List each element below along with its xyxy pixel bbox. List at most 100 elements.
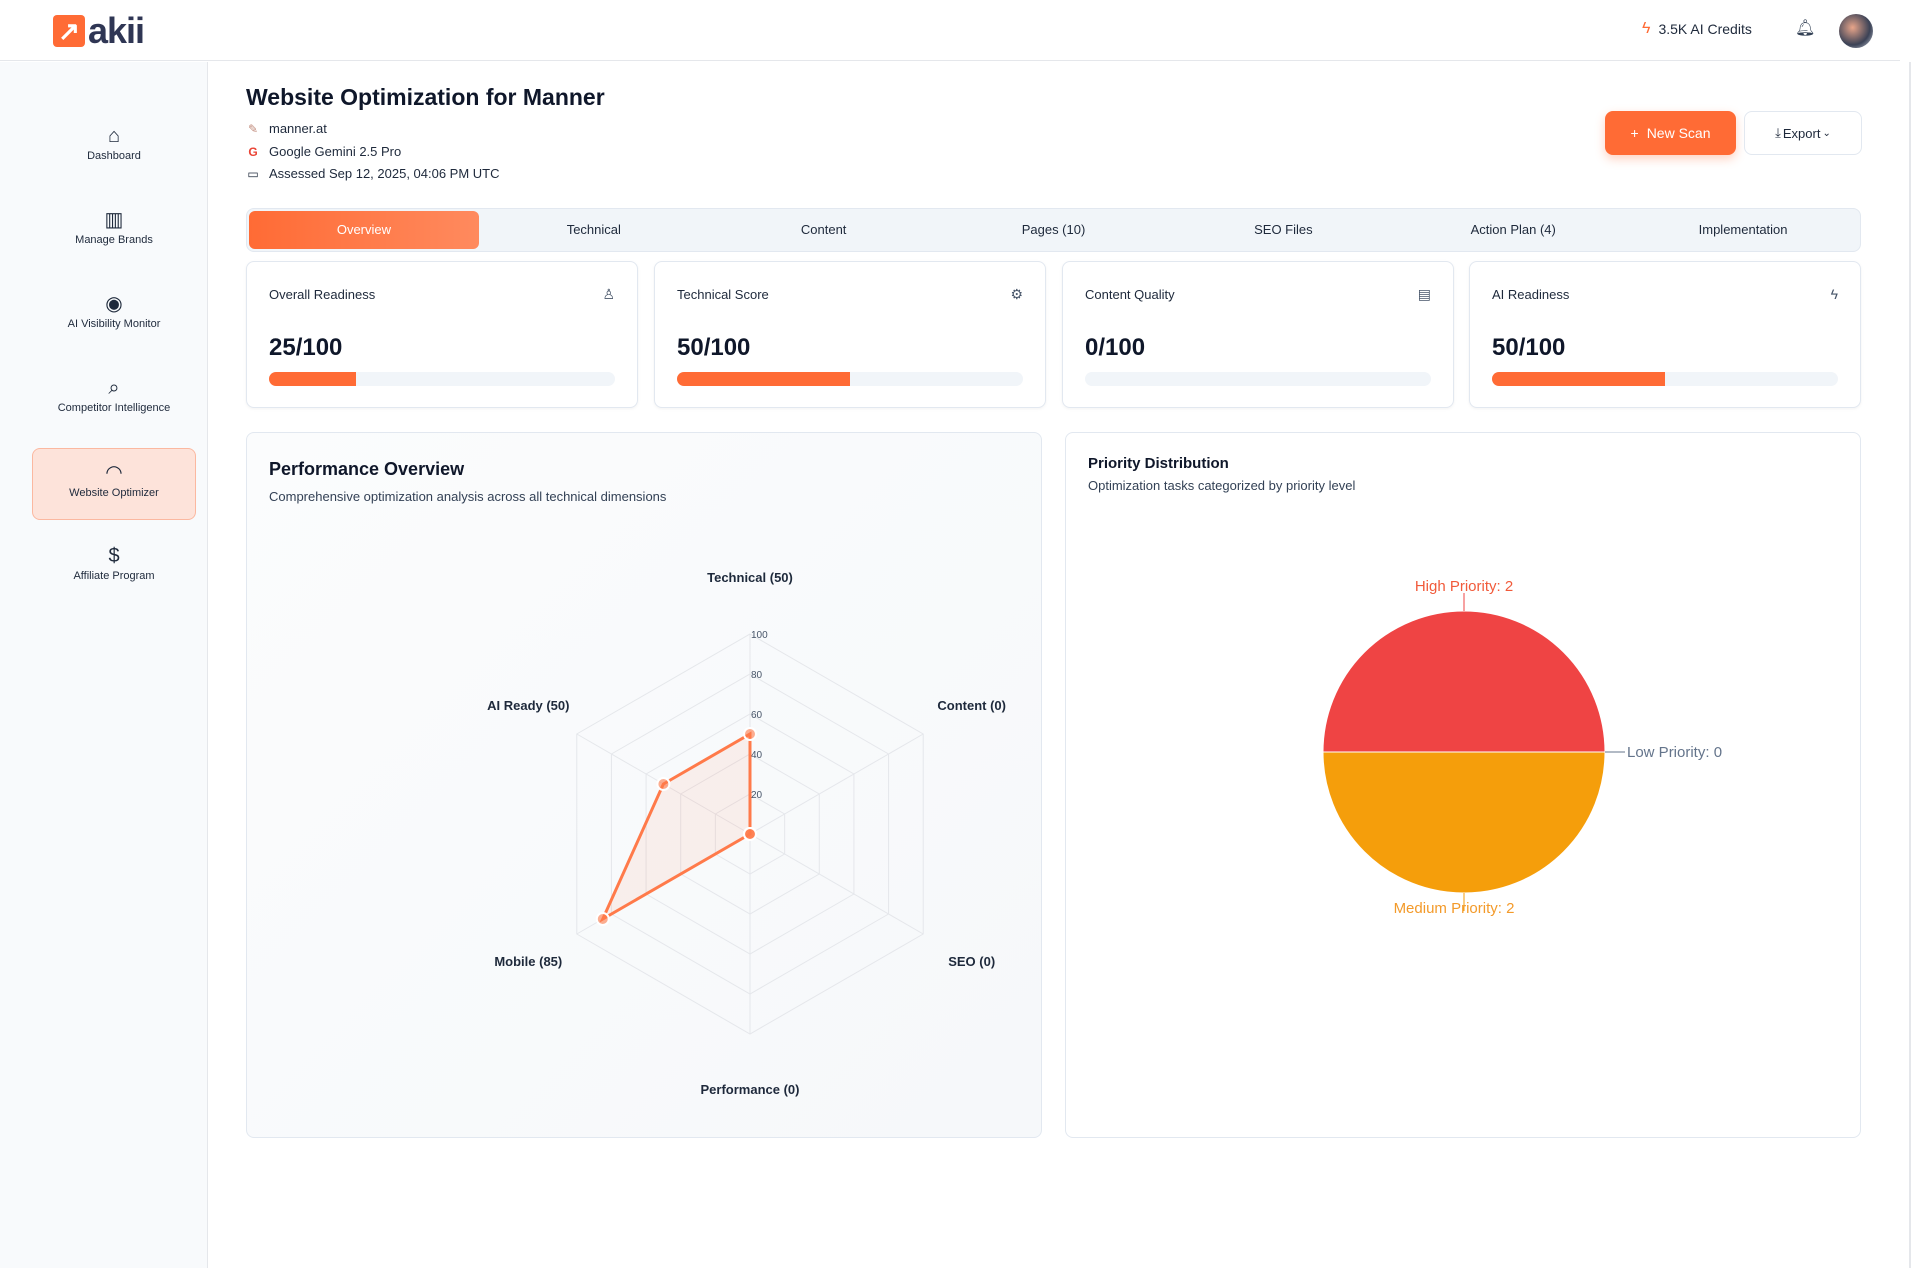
plus-icon: + (1630, 125, 1639, 141)
sidebar-item-label: Manage Brands (75, 234, 153, 246)
sidebar-item-label: Affiliate Program (73, 570, 155, 582)
tab-1[interactable]: Technical (566, 222, 621, 237)
document-icon: ▤ (1417, 286, 1431, 302)
avatar[interactable] (1839, 14, 1873, 48)
radar-tick-label: 60 (751, 710, 763, 721)
sidebar-item-manage-brands[interactable]: ▥ Manage Brands (32, 196, 196, 268)
ai-credits[interactable]: ϟ 3.5K AI Credits (1642, 20, 1752, 38)
new-scan-button[interactable]: + New Scan (1605, 111, 1736, 155)
pie-label-high: High Priority: 2 (1415, 578, 1513, 595)
sidebar-item-label: Competitor Intelligence (57, 402, 171, 414)
new-scan-label: New Scan (1646, 125, 1711, 141)
radar-axis-label: Content (0) (937, 698, 1006, 713)
export-button[interactable]: ⤓ Export ⌄ (1744, 111, 1862, 155)
radar-axis-label: SEO (0) (948, 954, 995, 969)
sidebar-item-label: Dashboard (87, 150, 141, 162)
tab-0[interactable]: Overview (249, 211, 479, 249)
scrollbar[interactable] (1909, 62, 1911, 1268)
performance-overview-panel: Performance Overview Comprehensive optim… (246, 432, 1042, 1138)
tab-3[interactable]: Pages (10) (1021, 222, 1086, 237)
radar-axis-label: Technical (50) (707, 570, 793, 585)
logo-text: akii (88, 10, 145, 51)
radar-spoke (749, 833, 924, 935)
gear-icon: ⚙ (1010, 286, 1023, 302)
tab-6[interactable]: Implementation (1698, 222, 1788, 237)
award-icon: ♙ (602, 286, 615, 302)
sidebar-item-competitor-intelligence[interactable]: ⌕ Competitor Intelligence (32, 364, 196, 436)
google-icon: G (248, 144, 258, 159)
panel-title: Priority Distribution (1088, 455, 1229, 472)
score-card: AI Readiness ϟ 50/100 (1469, 261, 1861, 408)
score-card: Technical Score ⚙ 50/100 (654, 261, 1046, 408)
radar-point[interactable] (656, 777, 671, 791)
sidebar: ⌂ Dashboard ▥ Manage Brands ◉ AI Visibility M… (0, 62, 208, 1268)
sidebar-item-dashboard[interactable]: ⌂ Dashboard (32, 112, 196, 184)
sidebar-item-label: Website Optimizer (69, 487, 159, 499)
model: Google Gemini 2.5 Pro (269, 144, 402, 159)
card-value: 50/100 (677, 334, 751, 361)
radar-axis-label: Mobile (85) (494, 954, 562, 969)
radar-axis-label: AI Ready (50) (487, 698, 569, 713)
export-label: Export (1782, 125, 1821, 141)
logo[interactable]: ↗ akii (53, 10, 145, 52)
download-icon: ⤓ (1775, 125, 1781, 140)
card-value: 0/100 (1085, 334, 1146, 361)
card-title: Technical Score (677, 287, 769, 302)
progress-bar (1085, 372, 1431, 386)
progress-bar (677, 372, 1023, 386)
pie-label-medium: Medium Priority: 2 (1394, 900, 1515, 917)
tab-2[interactable]: Content (800, 222, 847, 237)
radar-point[interactable] (743, 727, 757, 741)
building-icon: ▥ (104, 209, 124, 231)
link-icon: ✎ (247, 121, 259, 136)
card-value: 25/100 (269, 334, 343, 361)
panel-subtitle: Comprehensive optimization analysis acro… (269, 489, 667, 504)
bell-icon[interactable]: 🔔︎ (1795, 20, 1816, 37)
radar-spoke (749, 733, 924, 835)
radar-tick-label: 80 (751, 670, 763, 681)
panel-subtitle: Optimization tasks categorized by priori… (1088, 478, 1356, 493)
search-icon: ⌕ (108, 377, 120, 399)
priority-distribution-panel: Priority Distribution Optimization tasks… (1065, 432, 1861, 1138)
score-card: Overall Readiness ♙ 25/100 (246, 261, 638, 408)
pie-label-low: Low Priority: 0 (1627, 744, 1722, 761)
tab-4[interactable]: SEO Files (1254, 222, 1313, 237)
logo-arrow-icon: ↗ (53, 15, 85, 47)
card-value: 50/100 (1492, 334, 1566, 361)
chevron-down-icon: ⌄ (1822, 127, 1831, 139)
radar-axis-label: Performance (0) (701, 1082, 800, 1097)
panel-title: Performance Overview (269, 459, 465, 479)
model-row: G Google Gemini 2.5 Pro (246, 144, 401, 159)
card-title: Content Quality (1085, 287, 1175, 302)
top-header: ↗ akii ϟ 3.5K AI Credits 🔔︎ (0, 0, 1900, 61)
tab-5[interactable]: Action Plan (4) (1470, 222, 1556, 237)
pie-slice-medium[interactable] (1322, 751, 1606, 894)
assessed-date: Assessed Sep 12, 2025, 04:06 PM UTC (269, 166, 500, 181)
calendar-icon: ▭ (247, 166, 259, 181)
radar-tick-label: 40 (751, 750, 763, 761)
progress-bar (269, 372, 615, 386)
sidebar-item-affiliate-program[interactable]: $ Affiliate Program (32, 532, 196, 604)
sidebar-item-website-optimizer[interactable]: ◠ Website Optimizer (32, 448, 196, 520)
domain-row: ✎ manner.at (246, 121, 327, 136)
sidebar-item-label: AI Visibility Monitor (67, 318, 161, 330)
assessed-row: ▭ Assessed Sep 12, 2025, 04:06 PM UTC (246, 166, 500, 181)
bolt-icon: ϟ (1830, 286, 1838, 302)
pie-slice-high[interactable] (1322, 610, 1606, 753)
radar-chart: 20 40 60 80 100 Technical (50) Content (0) SEO … (487, 570, 1006, 1097)
page-title: Website Optimization for Manner (246, 84, 605, 110)
domain: manner.at (269, 121, 327, 136)
radar-point[interactable] (595, 912, 610, 926)
credits-label: 3.5K AI Credits (1658, 21, 1752, 37)
progress-bar (1492, 372, 1838, 386)
card-title: AI Readiness (1492, 287, 1570, 302)
tab-bar: Overview Technical Content Pages (10) SEO Fi… (246, 208, 1861, 252)
home-icon: ⌂ (107, 125, 121, 147)
bolt-icon: ϟ (1642, 20, 1651, 37)
card-title: Overall Readiness (269, 287, 376, 302)
dollar-icon: $ (108, 545, 120, 567)
radar-point[interactable] (743, 827, 757, 841)
gauge-icon: ◠ (105, 462, 123, 484)
sidebar-item-ai-visibility-monitor[interactable]: ◉ AI Visibility Monitor (32, 280, 196, 352)
pie-chart: High Priority: 2 Low Priority: 0 Medium Pr… (1322, 578, 1722, 917)
